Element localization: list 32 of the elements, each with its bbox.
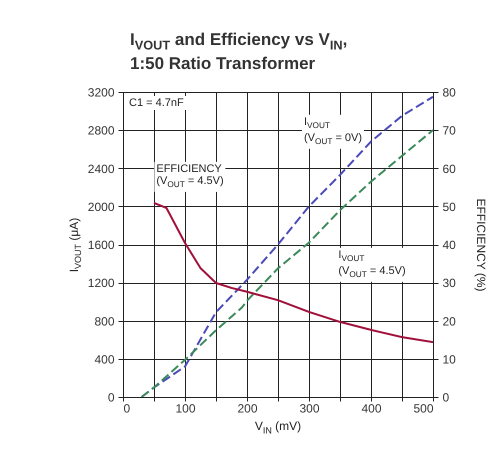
- annotation: I$_{VOUT}$ (V$_{OUT}$ = 4.5V): [336, 248, 408, 282]
- line-series: [153, 202, 433, 344]
- y2-tick-label: 80: [442, 86, 456, 100]
- x-tick-label: 100: [175, 402, 196, 416]
- x-tick-label: 200: [237, 402, 258, 416]
- y-tick-label: 2400: [88, 162, 115, 176]
- y-tick-label: 1200: [88, 276, 115, 290]
- y2-tick-label: 0: [442, 390, 450, 404]
- x-tick-label: 0: [124, 402, 130, 416]
- y-tick-label: 400: [94, 352, 115, 366]
- y-tick-label: 1600: [88, 238, 115, 252]
- chart-title: I$_{VOUT}$ and Efficiency vs V$_{IN}$, 1:50 Ratio Transformer: [130, 30, 348, 74]
- y2-tick-label: 20: [442, 314, 456, 328]
- y2-tick-label: 10: [442, 352, 456, 366]
- y2-tick-label: 70: [442, 124, 456, 138]
- x-tick-label: 500: [413, 402, 434, 416]
- x-tick-label: 400: [361, 402, 382, 416]
- annotation: I$_{VOUT}$ (V$_{OUT}$ = 0V): [302, 114, 364, 150]
- y-tick-label: 2000: [88, 200, 115, 214]
- x-tick-label: 300: [299, 402, 320, 416]
- y2-axis-title: EFFICIENCY (%): [474, 198, 488, 292]
- y2-tick-label: 40: [442, 238, 456, 252]
- annotation: C1 = 4.7nF: [127, 96, 186, 110]
- y-tick-label: 3200: [88, 86, 115, 100]
- annotation: EFFICIENCY (V$_{OUT}$ = 4.5V): [154, 162, 226, 192]
- y-tick-label: 0: [108, 390, 115, 404]
- y-tick-label: 800: [94, 314, 115, 328]
- y2-tick-label: 60: [442, 162, 456, 176]
- x-axis-title: V$_{IN}$ (mV): [254, 419, 302, 436]
- y2-tick-label: 50: [442, 200, 456, 214]
- y2-tick-label: 30: [442, 276, 456, 290]
- y-tick-label: 2800: [88, 124, 115, 138]
